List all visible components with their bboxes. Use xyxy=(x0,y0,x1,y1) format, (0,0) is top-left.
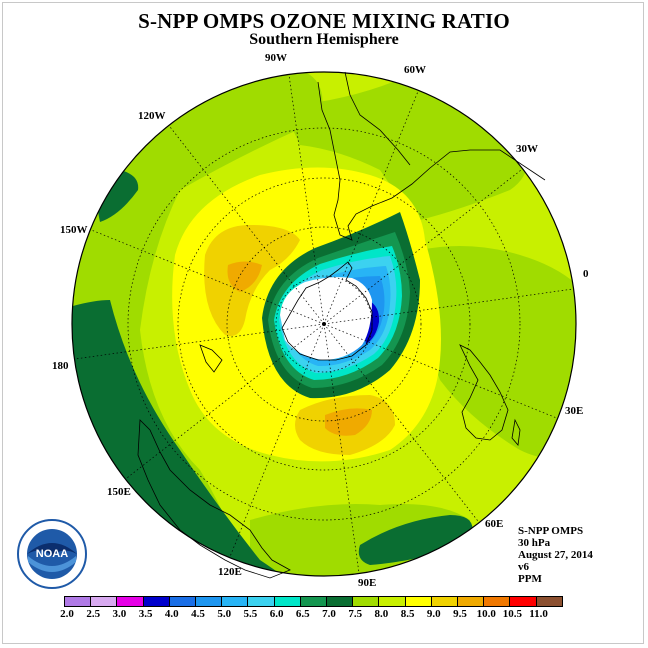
colorbar-swatch xyxy=(378,596,406,607)
colorbar-swatch xyxy=(326,596,354,607)
coastlines xyxy=(137,71,546,579)
level-7-5-region-east xyxy=(420,246,576,459)
colorbar-tick-label: 5.5 xyxy=(243,608,258,620)
map-boundary xyxy=(71,71,577,577)
colorbar-tick-label: 7.5 xyxy=(348,608,363,620)
lon-label-150e: 150E xyxy=(107,486,131,498)
colorbar-swatch xyxy=(509,596,537,607)
colorbar-tick-label: 6.5 xyxy=(295,608,310,620)
colorbar-tick-label: 3.5 xyxy=(138,608,153,620)
colorbar-tick-label: 6.0 xyxy=(269,608,284,620)
lon-label-30e: 30E xyxy=(565,405,584,417)
colorbar-tick-label: 8.0 xyxy=(374,608,389,620)
level-9-5-west xyxy=(227,261,262,292)
colorbar-swatch xyxy=(90,596,118,607)
colorbar-swatch xyxy=(430,596,458,607)
africa-coast xyxy=(459,344,509,441)
noaa-logo: NOAA xyxy=(17,519,87,589)
lon-label-60e: 60E xyxy=(485,518,504,530)
colorbar-swatch xyxy=(116,596,144,607)
colorbar-tick-label: 10.5 xyxy=(502,608,523,620)
colorbar-swatch xyxy=(299,596,327,607)
colorbar-tick-label: 3.0 xyxy=(112,608,127,620)
colorbar-swatch xyxy=(247,596,275,607)
colorbar-swatch xyxy=(142,596,170,607)
colorbar-tick-label: 2.5 xyxy=(86,608,101,620)
lon-label-120e: 120E xyxy=(218,566,242,578)
lon-label-90e: 90E xyxy=(358,577,377,589)
lon-label-30w: 30W xyxy=(516,143,538,155)
colorbar-tick-label: 5.0 xyxy=(217,608,232,620)
logo-wave-shape xyxy=(28,556,76,572)
lon-label-150w: 150W xyxy=(60,224,88,236)
info-units: PPM xyxy=(518,573,542,585)
map-title: S-NPP OMPS OZONE MIXING RATIO xyxy=(138,9,510,33)
colorbar-tick-label: 7.0 xyxy=(322,608,336,620)
latitude-circle-60s xyxy=(177,177,471,471)
level-7-0-patch-south xyxy=(358,515,473,565)
latitude-circle-50s xyxy=(127,127,521,521)
colorbar-tick-label: 4.0 xyxy=(164,608,179,620)
colorbar-tick-label: 9.5 xyxy=(453,608,467,620)
colorbar-swatch xyxy=(535,596,563,607)
lon-label-180: 180 xyxy=(52,360,69,372)
south-america-inland xyxy=(344,71,411,166)
colorbar-swatch xyxy=(483,596,511,607)
colorbar-swatch xyxy=(352,596,380,607)
latitude-circle-70s xyxy=(226,226,422,422)
colorbar-tick-label: 10.0 xyxy=(476,608,496,620)
lon-label-120w: 120W xyxy=(138,110,166,122)
colorbar-tick-label: 8.5 xyxy=(400,608,415,620)
colorbar-swatch xyxy=(457,596,485,607)
south-pole-marker xyxy=(322,322,326,326)
colorbar-swatch xyxy=(64,596,92,607)
info-date: August 27, 2014 xyxy=(518,549,593,561)
colorbar-tick-label: 2.0 xyxy=(60,608,74,620)
info-level: 30 hPa xyxy=(518,537,551,549)
map-subtitle: Southern Hemisphere xyxy=(249,31,399,48)
australia-coast xyxy=(137,419,291,579)
polar-no-data-cap xyxy=(280,277,372,360)
colorbar-swatch xyxy=(168,596,196,607)
madagascar-coast xyxy=(511,418,521,446)
colorbar-swatch xyxy=(195,596,223,607)
logo-noaa-text: NOAA xyxy=(36,548,68,560)
info-version: v6 xyxy=(518,561,529,573)
antarctica-coast xyxy=(281,261,373,361)
logo-gull-shape xyxy=(27,543,77,556)
new-zealand-coast xyxy=(199,344,223,373)
colorbar-tick-label: 4.5 xyxy=(191,608,205,620)
colorbar-swatch xyxy=(221,596,249,607)
colorbar-swatch xyxy=(404,596,432,607)
colorbar-tick-label: 9.0 xyxy=(426,608,441,620)
lon-label-60w: 60W xyxy=(404,64,426,76)
south-america-coast xyxy=(317,81,546,241)
lon-label-0: 0 xyxy=(583,268,589,280)
colorbar-swatch xyxy=(273,596,301,607)
colorbar-tick-label: 11.0 xyxy=(529,608,548,620)
lon-label-90w: 90W xyxy=(265,52,287,64)
info-instrument: S-NPP OMPS xyxy=(518,525,584,537)
